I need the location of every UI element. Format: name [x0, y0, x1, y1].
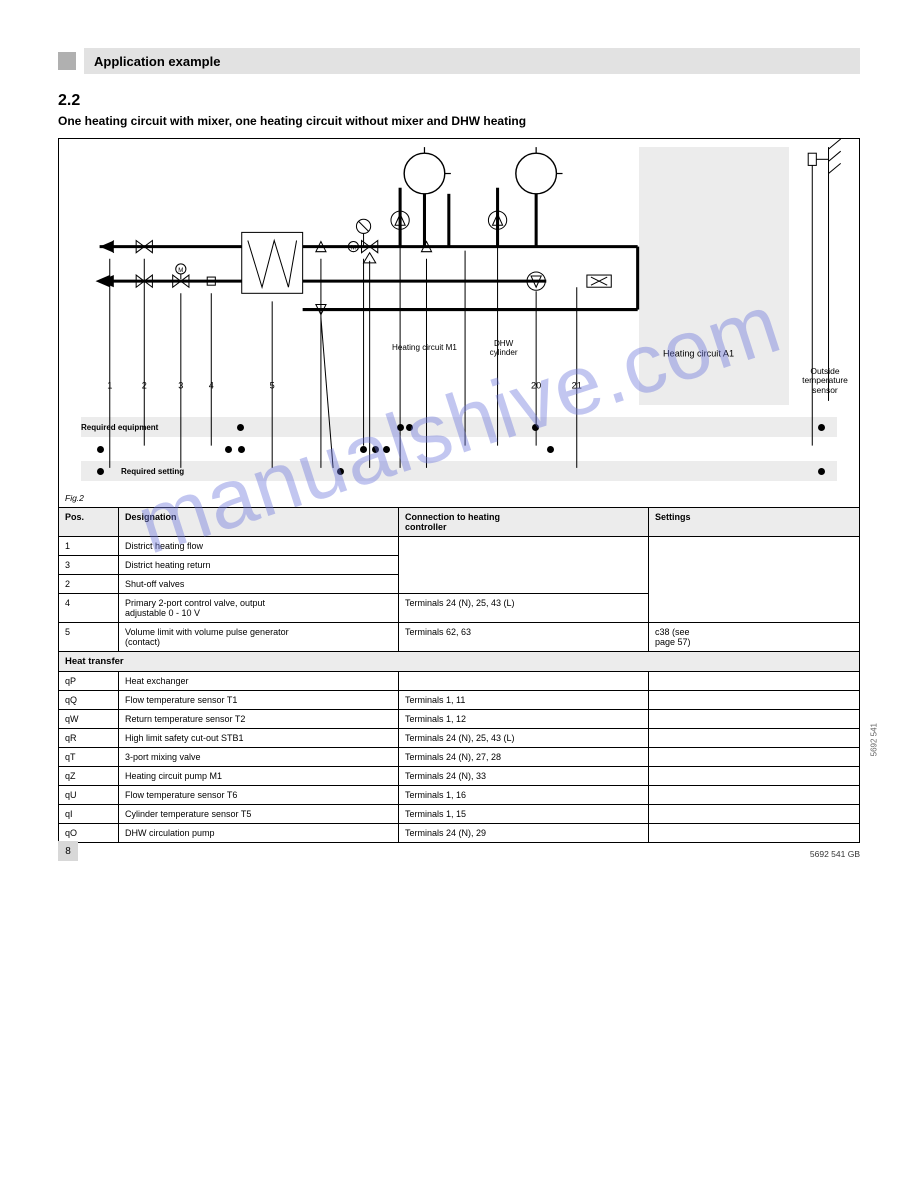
svg-text:DHW: DHW — [494, 339, 514, 348]
svg-text:M: M — [178, 267, 183, 274]
diagram-fig-label: Fig.2 — [65, 494, 84, 503]
header-title: Application example — [84, 48, 860, 74]
spec-table: Pos. Designation Connection to heatingco… — [58, 507, 860, 843]
table-row: qR High limit safety cut-out STB1 Termin… — [59, 729, 860, 748]
diagram-band-required-setting: Required setting — [81, 461, 837, 481]
page: Application example 2.2 One heating circ… — [0, 0, 918, 883]
table-row: qZ Heating circuit pump M1 Terminals 24 … — [59, 767, 860, 786]
svg-text:1: 1 — [107, 381, 112, 391]
table-row: qT 3-port mixing valve Terminals 24 (N),… — [59, 748, 860, 767]
svg-text:M: M — [351, 245, 356, 252]
band-title-required-equipment: Required equipment — [81, 417, 211, 437]
diagram-band-required-equipment: Required equipment — [81, 417, 837, 437]
table-row: 5 Volume limit with volume pulse generat… — [59, 623, 860, 652]
table-section-head: Heat transfer — [59, 652, 860, 672]
table-row: qW Return temperature sensor T2 Terminal… — [59, 710, 860, 729]
header-badge-icon — [58, 52, 76, 70]
svg-text:Heating circuit M1: Heating circuit M1 — [392, 343, 457, 352]
table-row: 1 District heating flow — [59, 537, 860, 556]
section-subtitle: One heating circuit with mixer, one heat… — [58, 114, 860, 128]
band-title-required-setting: Required setting — [121, 461, 321, 481]
svg-text:20: 20 — [531, 381, 541, 391]
svg-text:Heating circuit A1: Heating circuit A1 — [663, 348, 734, 358]
header-row: Application example — [58, 48, 860, 74]
side-rot-text: 5692 541 — [869, 723, 878, 756]
footer-right: 5692 541 GB — [810, 849, 860, 859]
diagram-box: M — [58, 138, 860, 508]
table-row: qU Flow temperature sensor T6 Terminals … — [59, 786, 860, 805]
table-row: qO DHW circulation pump Terminals 24 (N)… — [59, 824, 860, 843]
svg-text:cylinder: cylinder — [490, 348, 518, 357]
table-row: qQ Flow temperature sensor T1 Terminals … — [59, 691, 860, 710]
page-number: 8 — [58, 841, 78, 861]
section-number: 2.2 — [58, 92, 860, 110]
svg-text:5: 5 — [270, 381, 275, 391]
table-row: qI Cylinder temperature sensor T5 Termin… — [59, 805, 860, 824]
table-row: qP Heat exchanger — [59, 672, 860, 691]
svg-text:21: 21 — [572, 381, 582, 391]
svg-text:3: 3 — [178, 381, 183, 391]
svg-text:2: 2 — [142, 381, 147, 391]
diagram-label-outside-temp: Outsidetemperaturesensor — [795, 367, 855, 395]
svg-text:4: 4 — [209, 381, 214, 391]
diagram-band-middle — [81, 439, 837, 459]
